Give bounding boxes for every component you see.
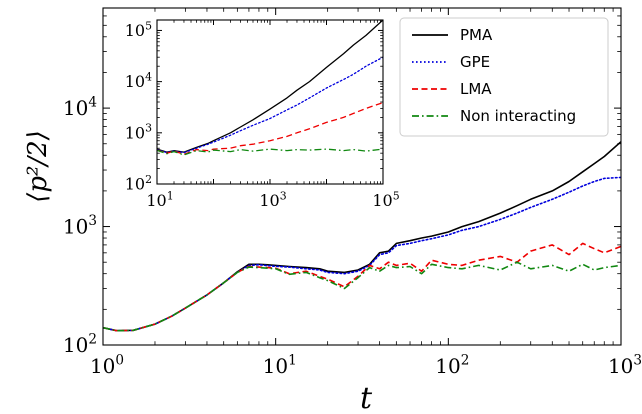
- inset-y-tick-label: 102: [125, 173, 152, 194]
- inset-y-tick-label: 105: [125, 19, 152, 40]
- inset-plot: 101 103 105 102 103 104 105: [125, 19, 400, 210]
- main-series-lma: [103, 242, 621, 332]
- y-axis-label: ⟨p²/2⟩: [23, 130, 53, 203]
- legend-label: Non interacting: [460, 107, 576, 125]
- main-x-tick-label: 103: [608, 353, 642, 378]
- inset-y-tick-label: 103: [125, 122, 152, 143]
- main-y-tick-label: 103: [63, 213, 97, 238]
- legend: PMA GPE LMA Non interacting: [399, 17, 609, 137]
- inset-series-lma: [157, 101, 383, 155]
- inset-x-tick-label: 101: [146, 189, 173, 210]
- inset-axis-ticks: [156, 20, 384, 185]
- legend-label: GPE: [460, 53, 490, 71]
- main-plot-frame: [102, 7, 622, 346]
- main-series-gpe: [103, 176, 621, 332]
- inset-y-tick-label: 104: [125, 71, 152, 92]
- inset-x-tick-label: 103: [259, 189, 286, 210]
- inset-series-non-interacting: [157, 148, 383, 156]
- inset-x-tick-label: 105: [372, 189, 399, 210]
- main-x-tick-label: 100: [90, 353, 124, 378]
- main-y-tick-label: 102: [63, 332, 97, 357]
- main-x-tick-label: 102: [435, 353, 469, 378]
- inset-series-gpe: [157, 56, 383, 154]
- legend-label: PMA: [460, 26, 493, 44]
- main-axis-ticks: [102, 8, 622, 346]
- x-axis-label: t: [360, 381, 373, 414]
- main-y-tick-label: 104: [63, 95, 97, 120]
- inset-tick-labels: 101 103 105 102 103 104 105: [125, 19, 400, 210]
- legend-label: LMA: [460, 80, 492, 98]
- main-x-tick-label: 101: [263, 353, 297, 378]
- inset-background: [157, 20, 383, 184]
- main-series-non-interacting: [103, 261, 621, 332]
- legend-box: [399, 17, 609, 137]
